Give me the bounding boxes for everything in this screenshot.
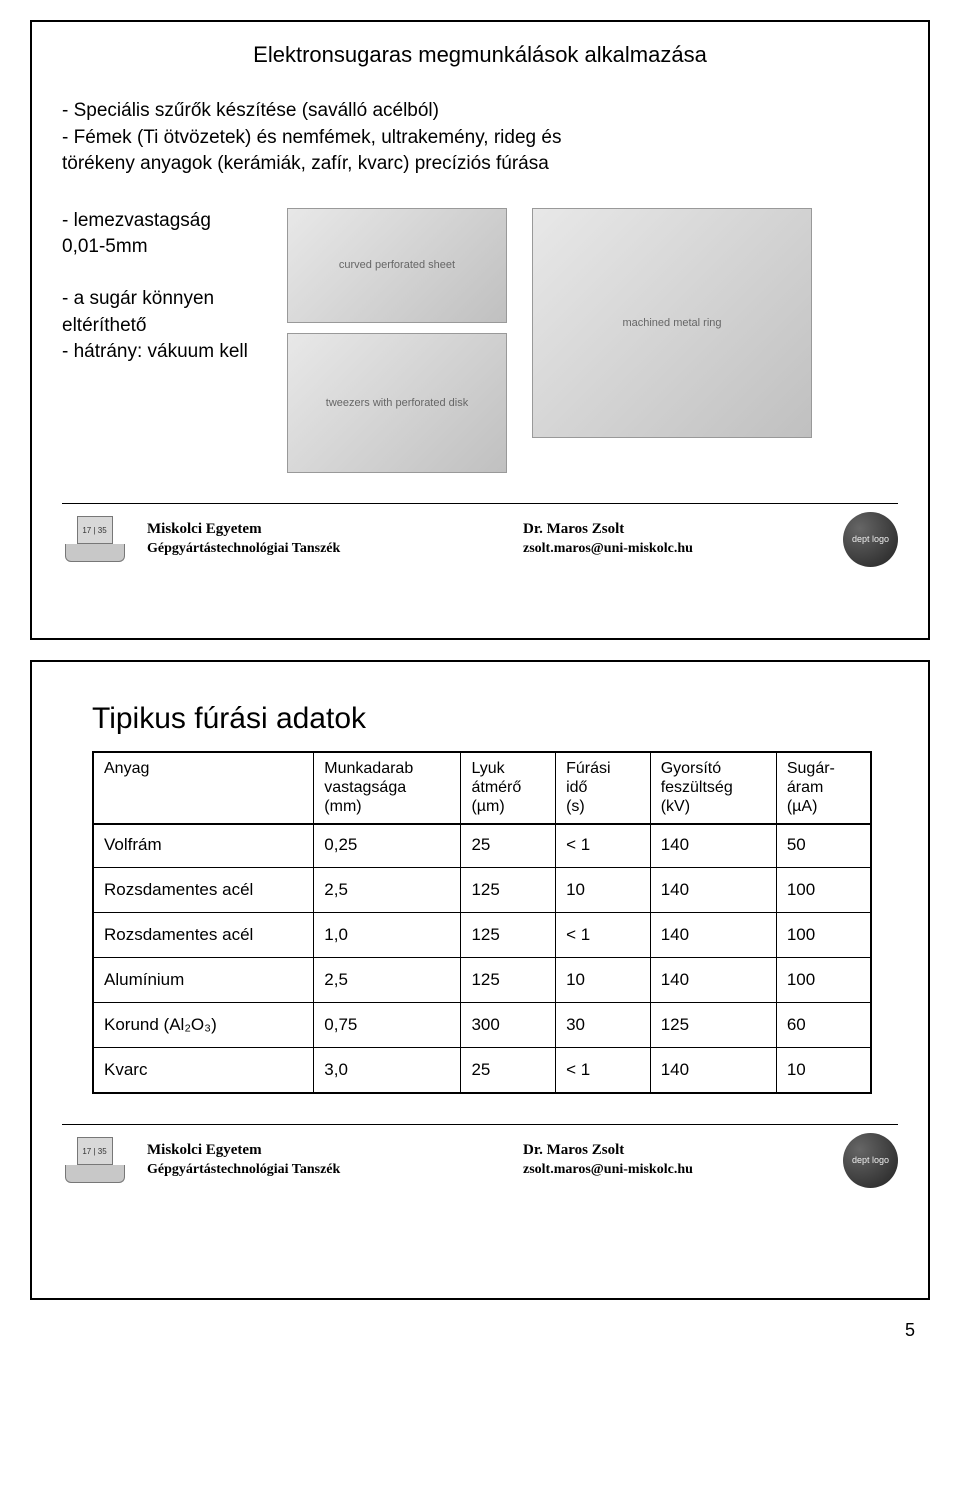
page-number: 5 [0,1320,960,1356]
slide2-title: Tipikus fúrási adatok [92,702,898,736]
footer-left-col: Miskolci Egyetem Gépgyártástechnológiai … [147,1141,340,1179]
cell: 10 [776,1047,871,1093]
cell: 10 [556,957,651,1002]
cell: < 1 [556,824,651,868]
cell: 0,25 [314,824,461,868]
cell: 60 [776,1002,871,1047]
cell: 100 [776,912,871,957]
slide1-paragraph: - Speciális szűrők készítése (saválló ac… [62,98,898,178]
para-line: - Fémek (Ti ötvözetek) és nemfémek, ultr… [62,125,898,152]
cell: 125 [461,912,556,957]
col-anyag: Anyag [93,752,314,824]
cell: 140 [650,912,776,957]
cell: 1,0 [314,912,461,957]
cell: 3,0 [314,1047,461,1093]
table-row: Korund (Al₂O₃) 0,75 300 30 125 60 [93,1002,871,1047]
crest-banner [65,1165,125,1183]
slide1-left-bullets: - lemezvastagság 0,01-5mm - a sugár könn… [62,208,262,391]
cell: Korund (Al₂O₃) [93,1002,314,1047]
cell: 25 [461,824,556,868]
department-name: Gépgyártástechnológiai Tanszék [147,540,340,558]
cell: 10 [556,867,651,912]
cell: Volfrám [93,824,314,868]
slide-1: Elektronsugaras megmunkálások alkalmazás… [30,20,930,640]
slide1-center-images: curved perforated sheet tweezers with pe… [287,208,507,473]
cell: 140 [650,957,776,1002]
col-lyuk: Lyuk átmérő (µm) [461,752,556,824]
table-row: Rozsdamentes acél 1,0 125 < 1 140 100 [93,912,871,957]
col-ido: Fúrási idő (s) [556,752,651,824]
author-email: zsolt.maros@uni-miskolc.hu [523,1161,823,1179]
university-name: Miskolci Egyetem [147,520,340,540]
drilling-data-table: Anyag Munkadarab vastagsága (mm) Lyuk át… [92,751,872,1094]
crest-icon: 17 | 35 [77,1137,113,1165]
cell: 125 [461,957,556,1002]
para-line: törékeny anyagok (kerámiák, zafír, kvarc… [62,151,898,178]
cell: 2,5 [314,957,461,1002]
author-name: Dr. Maros Zsolt [523,1141,823,1161]
image-curved-sheet: curved perforated sheet [287,208,507,323]
cell: 140 [650,824,776,868]
crest-icon: 17 | 35 [77,516,113,544]
cell: Rozsdamentes acél [93,867,314,912]
slide1-mid-row: - lemezvastagság 0,01-5mm - a sugár könn… [62,208,898,473]
cell: 0,75 [314,1002,461,1047]
col-aram: Sugár- áram (µA) [776,752,871,824]
cell: 100 [776,867,871,912]
cell: Alumínium [93,957,314,1002]
table-row: Volfrám 0,25 25 < 1 140 50 [93,824,871,868]
cell: 25 [461,1047,556,1093]
cell: Rozsdamentes acél [93,912,314,957]
bullet-line: - hátrány: vákuum kell [62,339,262,366]
table-row: Rozsdamentes acél 2,5 125 10 140 100 [93,867,871,912]
table-body: Volfrám 0,25 25 < 1 140 50 Rozsdamentes … [93,824,871,1093]
author-email: zsolt.maros@uni-miskolc.hu [523,540,823,558]
cell: 300 [461,1002,556,1047]
department-name: Gépgyártástechnológiai Tanszék [147,1161,340,1179]
image-metal-ring: machined metal ring [532,208,812,438]
slide2-footer: 17 | 35 Miskolci Egyetem Gépgyártástechn… [62,1125,898,1188]
table-row: Alumínium 2,5 125 10 140 100 [93,957,871,1002]
slide-2: Tipikus fúrási adatok Anyag Munkadarab v… [30,660,930,1300]
bullet-line: eltéríthető [62,313,262,340]
cell: 2,5 [314,867,461,912]
university-name: Miskolci Egyetem [147,1141,340,1161]
cell: Kvarc [93,1047,314,1093]
cell: 50 [776,824,871,868]
slide1-title: Elektronsugaras megmunkálások alkalmazás… [62,42,898,68]
para-line: - Speciális szűrők készítése (saválló ac… [62,98,898,125]
cell: 140 [650,1047,776,1093]
bullet-line: - a sugár könnyen [62,286,262,313]
cell: 125 [650,1002,776,1047]
bullet-line: - lemezvastagság [62,208,262,235]
col-feszultseg: Gyorsító feszültség (kV) [650,752,776,824]
university-crest: 17 | 35 [62,516,127,562]
footer-right-col: Dr. Maros Zsolt zsolt.maros@uni-miskolc.… [523,1141,823,1179]
department-logo-icon: dept logo [843,1133,898,1188]
table-row: Kvarc 3,0 25 < 1 140 10 [93,1047,871,1093]
image-tweezer-disk: tweezers with perforated disk [287,333,507,473]
slide1-footer: 17 | 35 Miskolci Egyetem Gépgyártástechn… [62,504,898,567]
slide1-right-image: machined metal ring [532,208,812,438]
bullet-line: 0,01-5mm [62,234,262,261]
author-name: Dr. Maros Zsolt [523,520,823,540]
cell: 30 [556,1002,651,1047]
cell: 100 [776,957,871,1002]
crest-banner [65,544,125,562]
footer-right-col: Dr. Maros Zsolt zsolt.maros@uni-miskolc.… [523,520,823,558]
cell: 140 [650,867,776,912]
table-header-row: Anyag Munkadarab vastagsága (mm) Lyuk át… [93,752,871,824]
cell: 125 [461,867,556,912]
footer-left-col: Miskolci Egyetem Gépgyártástechnológiai … [147,520,340,558]
col-vastagsag: Munkadarab vastagsága (mm) [314,752,461,824]
university-crest: 17 | 35 [62,1137,127,1183]
cell: < 1 [556,1047,651,1093]
department-logo-icon: dept logo [843,512,898,567]
cell: < 1 [556,912,651,957]
